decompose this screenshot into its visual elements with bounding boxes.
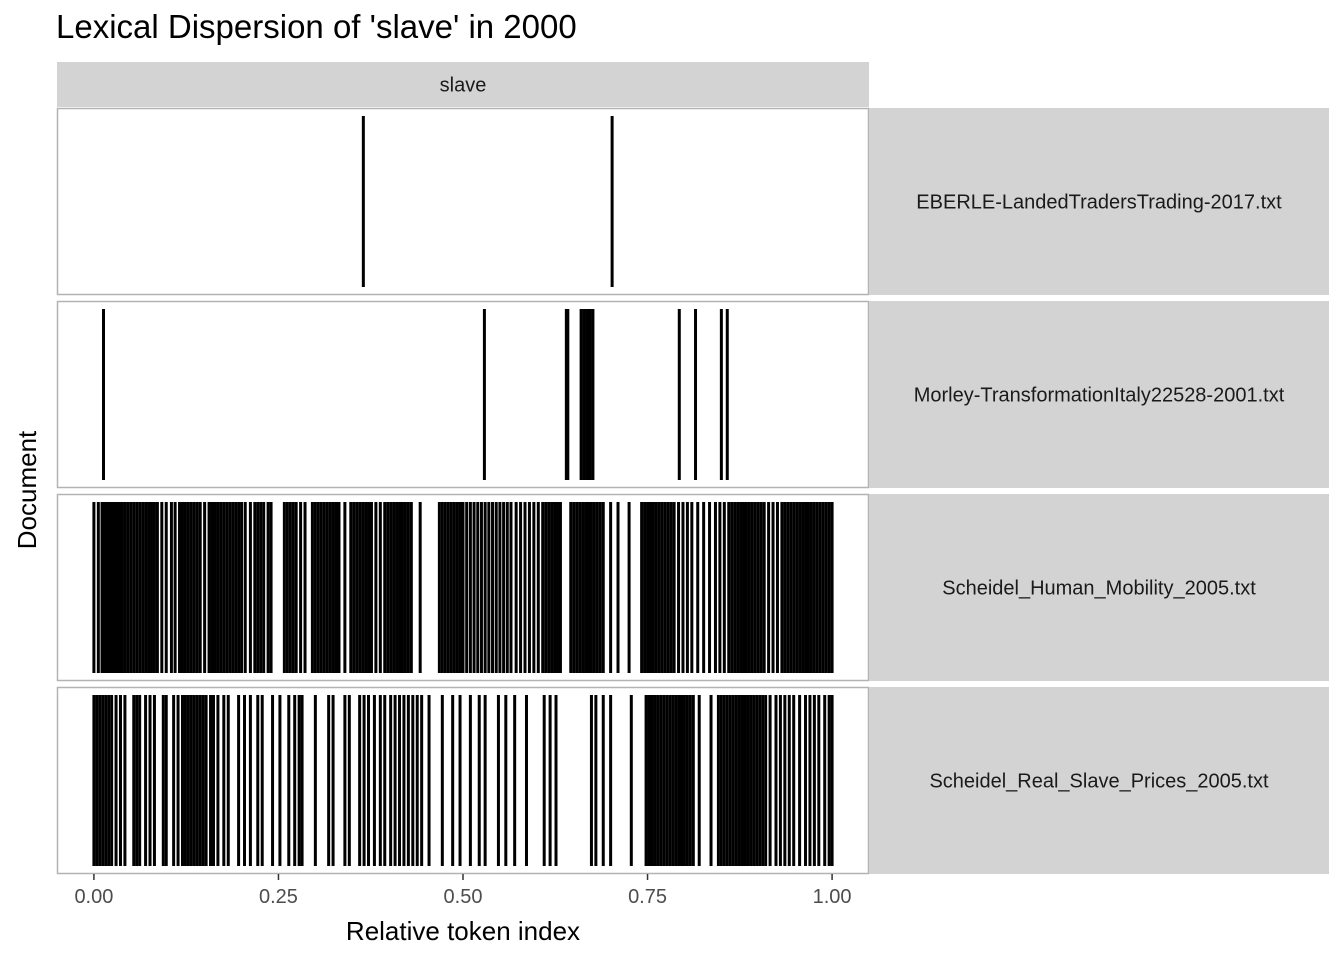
row-strip-3 — [869, 494, 1329, 681]
row-strip-label: EBERLE-LandedTradersTrading-2017.txt — [916, 192, 1282, 214]
row-strip-label: Scheidel_Real_Slave_Prices_2005.txt — [929, 771, 1269, 793]
x-tick-label: 1.00 — [813, 886, 852, 908]
row-strip-1 — [869, 108, 1329, 295]
x-axis-label: Relative token index — [346, 916, 580, 946]
row-strip-label: Morley-TransformationItaly22528-2001.txt — [914, 385, 1285, 407]
x-tick-label: 0.25 — [259, 886, 298, 908]
x-tick-label: 0.00 — [74, 886, 113, 908]
x-tick-label: 0.75 — [628, 886, 667, 908]
row-strip-label: Scheidel_Human_Mobility_2005.txt — [942, 578, 1256, 600]
column-strip-label: slave — [440, 75, 487, 97]
chart-title: Lexical Dispersion of 'slave' in 2000 — [56, 8, 577, 45]
panel-1 — [56, 107, 870, 296]
x-tick-label: 0.50 — [444, 886, 483, 908]
panel-2 — [56, 300, 870, 489]
row-strip-2 — [869, 301, 1329, 488]
row-strip-4 — [869, 687, 1329, 874]
column-strip — [57, 62, 869, 107]
y-axis-label: Document — [12, 430, 42, 549]
